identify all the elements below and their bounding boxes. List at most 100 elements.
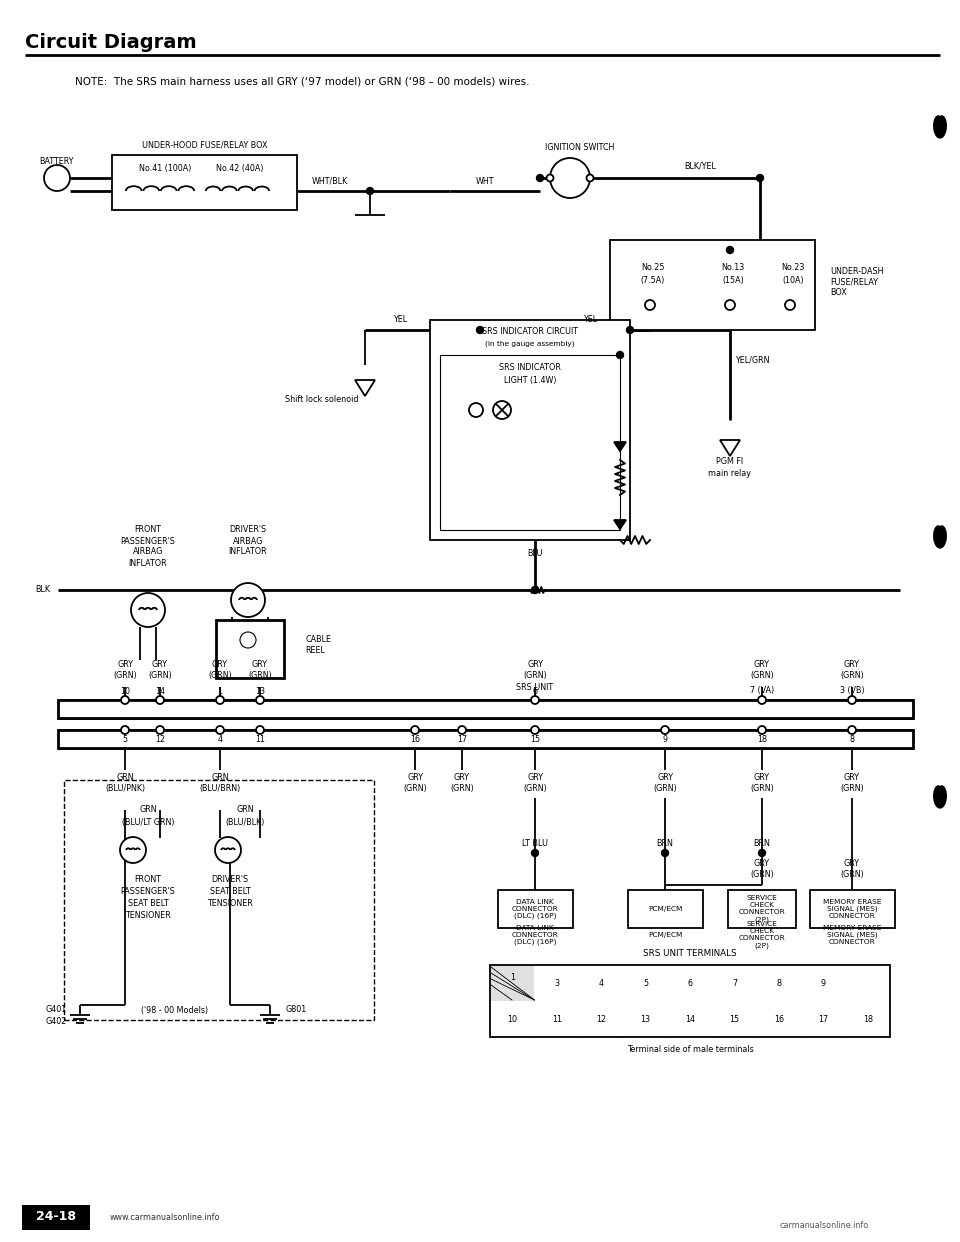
Text: AIRBAG: AIRBAG (233, 537, 263, 545)
Text: GRY
(GRN): GRY (GRN) (750, 661, 774, 679)
Circle shape (156, 727, 164, 734)
Text: GRY
(GRN): GRY (GRN) (148, 661, 172, 679)
Circle shape (231, 582, 265, 617)
Circle shape (531, 696, 539, 704)
Circle shape (587, 174, 593, 181)
Text: 8: 8 (850, 735, 854, 744)
Polygon shape (614, 520, 626, 529)
Text: 24-18: 24-18 (36, 1211, 76, 1223)
Text: GRY
(GRN): GRY (GRN) (450, 774, 474, 792)
Text: IGNITION SWITCH: IGNITION SWITCH (545, 144, 614, 153)
Text: Terminal side of male terminals: Terminal side of male terminals (627, 1046, 754, 1054)
Bar (58, 730, 913, 748)
Text: LIGHT (1.4W): LIGHT (1.4W) (504, 375, 556, 385)
Text: WHT: WHT (476, 176, 494, 185)
Bar (498, 891, 573, 928)
Text: SRS UNIT: SRS UNIT (516, 683, 554, 693)
Text: 13: 13 (640, 1015, 651, 1023)
Text: 10: 10 (507, 1015, 517, 1023)
Text: 4: 4 (599, 979, 604, 987)
Text: Circuit Diagram: Circuit Diagram (25, 32, 197, 51)
Text: BLU: BLU (527, 549, 542, 558)
Bar (64, 780, 374, 1020)
Text: TENSIONER: TENSIONER (125, 912, 171, 920)
Text: 9: 9 (662, 735, 667, 744)
Circle shape (411, 727, 419, 734)
Bar (440, 355, 620, 530)
Text: 14: 14 (155, 687, 165, 696)
Text: MEMORY ERASE
SIGNAL (MES)
CONNECTOR: MEMORY ERASE SIGNAL (MES) CONNECTOR (823, 899, 881, 919)
Bar (628, 891, 703, 928)
Text: 8: 8 (777, 979, 781, 987)
Text: +: + (52, 171, 62, 185)
Text: FRONT: FRONT (134, 876, 161, 884)
Text: 3: 3 (554, 979, 559, 987)
Text: GRY
(GRN): GRY (GRN) (113, 661, 137, 679)
Circle shape (550, 158, 590, 197)
Text: PCM/ECM: PCM/ECM (648, 932, 683, 938)
Circle shape (216, 727, 224, 734)
Text: 3 (VB): 3 (VB) (840, 687, 864, 696)
Text: (10A): (10A) (782, 276, 804, 284)
Circle shape (121, 727, 129, 734)
Text: 9: 9 (821, 979, 826, 987)
Text: DATA LINK
CONNECTOR
(DLC) (16P): DATA LINK CONNECTOR (DLC) (16P) (512, 899, 559, 919)
Text: PASSENGER'S: PASSENGER'S (121, 537, 176, 545)
Text: GRN
(BLU/PNK): GRN (BLU/PNK) (105, 774, 145, 792)
Bar (491, 966, 535, 1001)
Circle shape (121, 696, 129, 704)
Bar (810, 891, 895, 928)
Text: 1: 1 (510, 972, 515, 981)
Circle shape (476, 327, 484, 334)
Text: 12: 12 (596, 1015, 606, 1023)
Text: G801: G801 (285, 1006, 306, 1015)
Text: BAT: BAT (564, 169, 577, 175)
Text: BRN: BRN (657, 838, 673, 847)
Text: carmanualsonline.info: carmanualsonline.info (780, 1221, 869, 1230)
Text: (15A): (15A) (722, 276, 744, 284)
Circle shape (758, 696, 766, 704)
Text: BLK/YEL: BLK/YEL (684, 161, 716, 170)
Circle shape (256, 696, 264, 704)
Text: WHT/BLK: WHT/BLK (312, 176, 348, 185)
Text: (in the gauge assembly): (in the gauge assembly) (485, 340, 575, 348)
Text: No.42 (40A): No.42 (40A) (216, 164, 264, 173)
Text: GRN: GRN (139, 806, 156, 815)
Text: GRY
(GRN): GRY (GRN) (523, 661, 547, 679)
Polygon shape (934, 786, 947, 809)
Circle shape (645, 301, 655, 310)
Text: No.23: No.23 (781, 263, 804, 272)
Circle shape (848, 727, 856, 734)
Bar (490, 965, 890, 1037)
Text: 11: 11 (552, 1015, 562, 1023)
Text: GRY
(GRN): GRY (GRN) (403, 774, 427, 792)
Bar (216, 620, 284, 678)
Circle shape (756, 174, 763, 181)
Text: DRIVER'S: DRIVER'S (229, 525, 267, 534)
Text: ('98 - 00 Models): ('98 - 00 Models) (141, 1006, 208, 1015)
Text: DRIVER'S: DRIVER'S (211, 876, 249, 884)
Text: main relay: main relay (708, 468, 752, 477)
Circle shape (156, 696, 164, 704)
Circle shape (256, 727, 264, 734)
Circle shape (367, 188, 373, 195)
Circle shape (531, 727, 539, 734)
Text: SRS INDICATOR: SRS INDICATOR (499, 364, 561, 373)
Polygon shape (614, 442, 626, 451)
Text: TENSIONER: TENSIONER (207, 899, 252, 908)
Circle shape (758, 850, 765, 857)
Polygon shape (720, 440, 740, 456)
Circle shape (546, 174, 554, 181)
Text: 14: 14 (685, 1015, 695, 1023)
Text: 5: 5 (123, 735, 128, 744)
Text: 7 (VA): 7 (VA) (750, 687, 774, 696)
Text: SERVICE
CHECK
CONNECTOR
(2P): SERVICE CHECK CONNECTOR (2P) (738, 922, 785, 949)
Text: PCM/ECM: PCM/ECM (648, 905, 683, 912)
Text: GRY
(GRN): GRY (GRN) (750, 859, 774, 878)
Polygon shape (934, 525, 947, 548)
Text: SEAT BELT: SEAT BELT (209, 888, 251, 897)
Text: 7: 7 (732, 979, 737, 987)
Text: GRY
(GRN): GRY (GRN) (840, 859, 864, 878)
Text: 18: 18 (757, 735, 767, 744)
Text: GRY
(GRN): GRY (GRN) (523, 774, 547, 792)
